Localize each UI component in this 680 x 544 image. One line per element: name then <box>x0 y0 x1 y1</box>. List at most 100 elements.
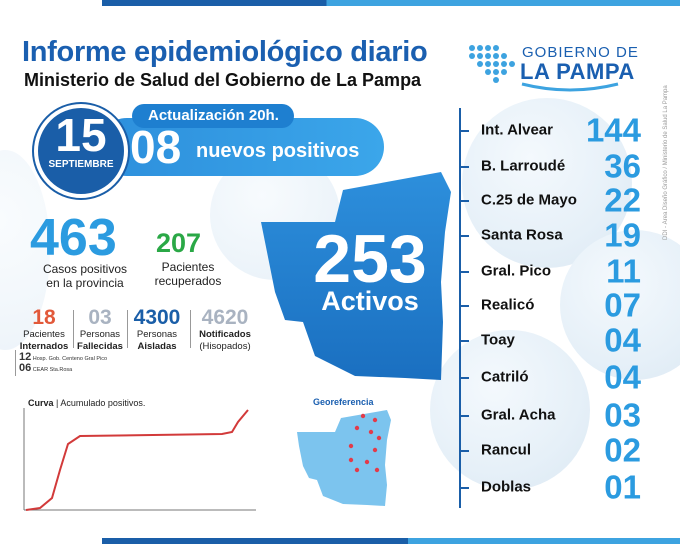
stat-hospitalized: 18 Pacientes Internados <box>16 307 72 352</box>
ranking-row: Gral. Acha 03 <box>459 397 669 433</box>
ranking-value: 36 <box>604 147 641 185</box>
bg-circle <box>560 230 680 380</box>
update-banner-head <box>132 104 294 128</box>
curve-title-rest: | Acumulado positivos. <box>53 398 146 408</box>
georeference-map <box>297 410 391 506</box>
new-positives-count: 08 <box>130 121 182 173</box>
ranking-value: 02 <box>604 431 641 469</box>
logo-line1: GOBIERNO DE <box>522 44 639 61</box>
ranking-name: Int. Alvear <box>481 121 553 139</box>
stat-notified: 4620 Notificados (Hisopados) <box>192 307 258 352</box>
ranking-row: Doblas 01 <box>459 469 669 505</box>
ranking-tick <box>459 377 469 379</box>
total-positives: 463 <box>30 209 117 267</box>
date-month: SEPTIEMBRE <box>48 159 114 170</box>
ranking-row: B. Larroudé 36 <box>459 148 669 184</box>
ranking-tick <box>459 271 469 273</box>
ranking-row: Rancul 02 <box>459 432 669 468</box>
ranking-name: Realicó <box>481 296 535 314</box>
bottom-stripe <box>0 538 680 544</box>
ranking-tick <box>459 200 469 202</box>
total-positives-label: Casos positivos en la provincia <box>30 262 140 290</box>
ranking-value: 03 <box>604 396 641 434</box>
hospital-note-name: Hosp. Gob. Centeno Gral Pico <box>32 356 108 362</box>
ranking-name: Toay <box>481 331 515 349</box>
ranking-name: Gral. Pico <box>481 262 552 280</box>
ranking-row: Gral. Pico 11 <box>459 253 669 289</box>
dots-map-icon <box>469 45 515 83</box>
la-pampa-map-active <box>261 172 451 380</box>
new-positives-label: nuevos positivos <box>196 140 360 162</box>
ranking-value: 11 <box>606 252 641 290</box>
hospital-note-name: CEAR Sta.Rosa <box>32 367 73 373</box>
stat-label-2: Internados <box>19 341 69 352</box>
total-recovered-label: Pacientes recuperados <box>146 260 230 288</box>
ranking-name: B. Larroudé <box>481 157 566 175</box>
logo-swoosh <box>521 82 619 92</box>
stat-deceased: 03 Personas Fallecidas <box>74 307 126 352</box>
geo-title: Georeferencia <box>313 397 374 407</box>
ranking-value: 07 <box>604 286 641 324</box>
hospital-notes-bracket <box>15 350 16 376</box>
ranking-row: C.25 de Mayo 22 <box>459 182 669 218</box>
update-time-label: Actualización 20h. <box>148 107 279 124</box>
ranking-value: 144 <box>585 111 641 149</box>
ranking-tick <box>459 340 469 342</box>
top-stripe <box>0 0 680 6</box>
stat-isolated: 4300 Personas Aisladas <box>128 307 186 352</box>
divider <box>73 310 74 348</box>
total-recovered-label-1: Pacientes <box>161 260 215 274</box>
ranking-name: Catriló <box>481 368 529 386</box>
ranking-tick <box>459 235 469 237</box>
stat-label-1: Notificados <box>199 329 251 340</box>
stat-value: 03 <box>88 306 112 329</box>
total-recovered: 207 <box>156 228 202 258</box>
ranking-row: Int. Alvear 144 <box>459 112 669 148</box>
ranking-row: Realicó 07 <box>459 287 669 323</box>
stat-label-2: (Hisopados) <box>199 341 251 352</box>
total-positives-label-2: en la provincia <box>46 276 124 290</box>
stat-value: 18 <box>32 306 56 329</box>
ranking-value: 04 <box>604 321 641 359</box>
ranking-tick <box>459 487 469 489</box>
ranking-row: Santa Rosa 19 <box>459 217 669 253</box>
ranking-value: 01 <box>604 468 641 506</box>
ranking-name: Doblas <box>481 478 532 496</box>
ranking-tick <box>459 166 469 168</box>
ranking-tick <box>459 415 469 417</box>
ranking-tick <box>459 130 469 132</box>
ranking-name: Rancul <box>481 441 532 459</box>
ranking-name: C.25 de Mayo <box>481 191 577 209</box>
bg-circle <box>430 330 590 490</box>
cumulative-curve <box>23 408 256 511</box>
total-positives-label-1: Casos positivos <box>42 262 128 276</box>
hospital-note: 12 Hosp. Gob. Centeno Gral Pico <box>19 351 107 363</box>
stat-label-2: Fallecidas <box>77 341 123 352</box>
divider <box>190 310 191 348</box>
ranking-row: Catriló 04 <box>459 359 669 395</box>
hospital-note-count: 06 <box>19 362 32 374</box>
date-day: 15 <box>55 109 107 161</box>
ranking-value: 04 <box>604 358 641 396</box>
curve-title: Curva | Acumulado positivos. <box>28 398 145 408</box>
ranking-value: 22 <box>604 181 641 219</box>
ranking-value: 19 <box>604 216 641 254</box>
ranking-tick <box>459 450 469 452</box>
stat-label-1: Personas <box>79 329 121 340</box>
divider <box>127 310 128 348</box>
stat-value: 4300 <box>133 306 181 329</box>
ranking-line <box>459 108 461 508</box>
page-title: Informe epidemiológico diario <box>22 36 428 68</box>
stat-value: 4620 <box>201 306 249 329</box>
page-subtitle: Ministerio de Salud del Gobierno de La P… <box>24 70 422 90</box>
ranking-row: Toay 04 <box>459 322 669 358</box>
total-recovered-label-2: recuperados <box>154 274 222 288</box>
ranking-name: Santa Rosa <box>481 226 563 244</box>
stat-label-2: Aisladas <box>137 341 177 352</box>
active-label: Activos <box>321 286 419 316</box>
curve-title-bold: Curva <box>28 398 54 408</box>
date-badge <box>34 104 128 198</box>
stat-label-1: Personas <box>136 329 178 340</box>
hospital-note-count: 12 <box>19 351 32 363</box>
ranking-name: Gral. Acha <box>481 406 556 424</box>
